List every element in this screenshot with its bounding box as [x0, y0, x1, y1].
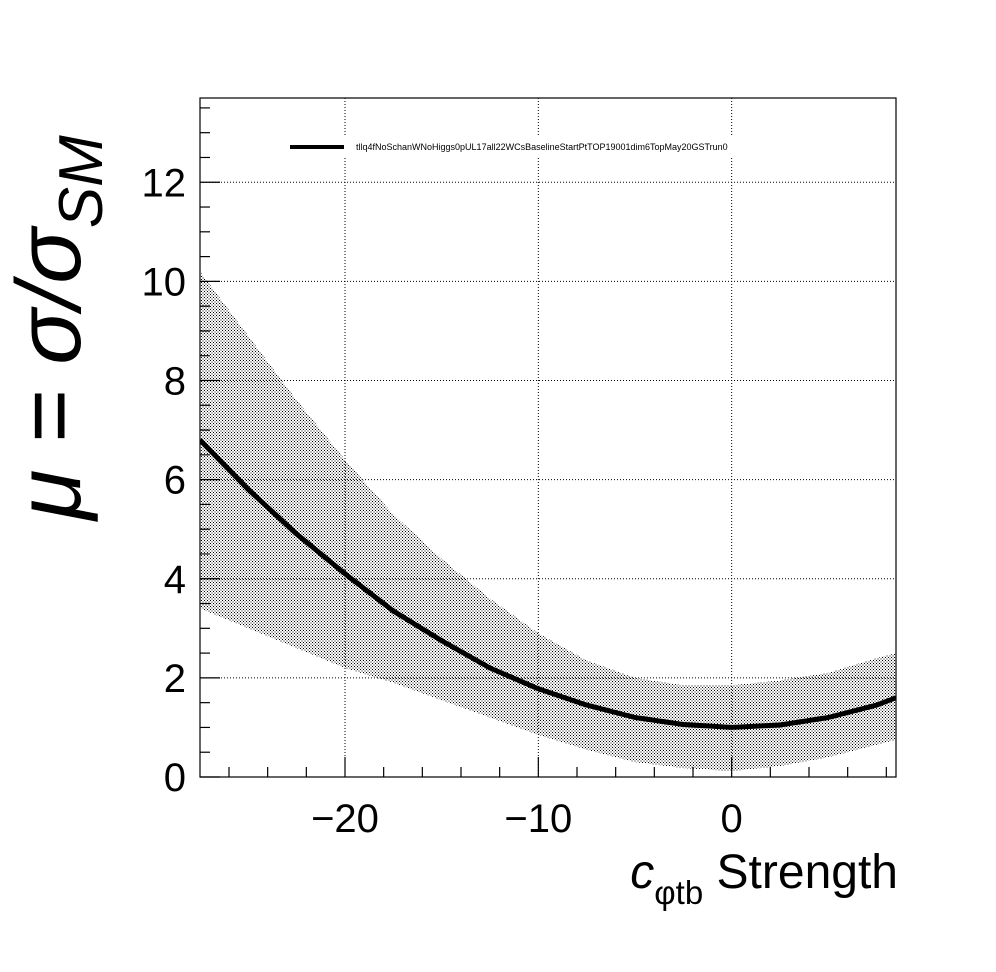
legend-background	[288, 136, 778, 158]
tick-labels: −20 −10 0 0 2 4 6 8 10 12	[142, 161, 743, 841]
legend: tllq4fNoSchanWNoHiggs0pUL17all22WCsBasel…	[288, 136, 778, 158]
x-tick-label: 0	[721, 797, 743, 841]
y-axis-title: μ = σ/σSM	[0, 135, 116, 522]
y-tick-label: 4	[164, 558, 186, 602]
x-axis-title: cφtb Strength	[630, 846, 898, 911]
x-tick-label: −10	[504, 797, 572, 841]
y-tick-label: 10	[142, 260, 187, 304]
series-line	[200, 438, 896, 730]
y-tick-label: 0	[164, 756, 186, 800]
y-tick-label: 12	[142, 161, 187, 205]
plot-frame	[199, 97, 897, 778]
axes	[199, 97, 897, 778]
legend-entry-label: tllq4fNoSchanWNoHiggs0pUL17all22WCsBasel…	[356, 142, 728, 152]
y-tick-label: 6	[164, 459, 186, 503]
uncertainty-band-layer	[200, 271, 896, 772]
series-line-layer	[200, 438, 896, 730]
uncertainty-band	[200, 271, 896, 772]
y-tick-label: 8	[164, 360, 186, 404]
y-tick-label: 2	[164, 657, 186, 701]
x-tick-label: −20	[311, 797, 379, 841]
